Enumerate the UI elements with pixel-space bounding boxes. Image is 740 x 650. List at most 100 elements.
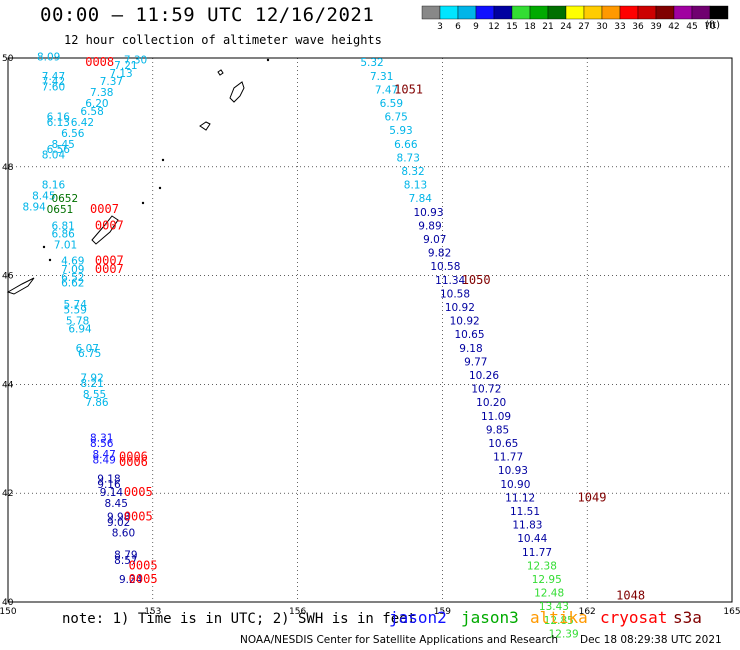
island-outline	[217, 69, 224, 76]
legend-unit: (ft)	[705, 20, 721, 31]
legend-swatch	[547, 5, 567, 20]
legend-label: 9	[473, 22, 479, 32]
lat-tick-label: 44	[2, 380, 14, 390]
swh-label: 0652	[51, 193, 78, 205]
map-subtitle: 12 hour collection of altimeter wave hei…	[64, 33, 382, 47]
island-outline	[199, 121, 211, 131]
island-outline	[91, 215, 119, 245]
legend-swatch	[439, 5, 459, 20]
swh-label: 5.59	[64, 305, 87, 317]
swh-label: 7.84	[409, 193, 433, 205]
lon-tick-label: 153	[144, 607, 161, 617]
swh-label: 6.59	[380, 98, 403, 110]
pass-time-label: 0008	[85, 55, 114, 69]
swh-label: 9.02	[107, 517, 130, 529]
swh-label: 7.47	[375, 84, 398, 96]
island-dot	[141, 201, 145, 205]
swh-label: 9.14	[100, 487, 124, 499]
pass-time-label: 0005	[124, 509, 153, 523]
pass-time-label: 0006	[119, 450, 148, 464]
swh-label: 10.26	[469, 370, 499, 382]
swh-label: 0651	[47, 204, 74, 216]
sat-altika: altika	[530, 608, 588, 627]
pass-time-label: 1049	[578, 490, 607, 504]
swh-label: 7.21	[114, 60, 137, 72]
swh-label: 8.32	[401, 166, 424, 178]
swh-label: 6.16	[47, 112, 71, 124]
swh-label: 7.31	[370, 71, 393, 83]
swh-label: 11.51	[510, 506, 540, 518]
lat-tick-label: 42	[2, 489, 13, 499]
swh-label: 6.56	[47, 144, 71, 156]
swh-label: 6.66	[394, 139, 418, 151]
legend-label: 70	[704, 22, 716, 32]
pass-time-label: 1050	[462, 273, 491, 287]
swh-label: 7.60	[42, 82, 65, 94]
sat-jason3: jason3	[461, 608, 519, 627]
swh-label: 7.37	[100, 76, 123, 88]
swh-label: 11.12	[505, 492, 535, 504]
swh-label: 8.45	[51, 139, 74, 151]
lon-tick-label: 150	[0, 607, 17, 617]
lat-tick-label: 50	[2, 54, 14, 64]
swh-label: 11.83	[512, 520, 542, 532]
legend-swatch	[511, 5, 531, 20]
swh-label: 10.72	[471, 384, 501, 396]
swh-label: 9.77	[464, 356, 487, 368]
swh-label: 12.38	[527, 560, 557, 572]
swh-label: 9.98	[107, 511, 130, 523]
swh-label: 9.18	[459, 343, 482, 355]
swh-label: 8.04	[42, 150, 66, 162]
lon-tick-label: 162	[579, 607, 596, 617]
legend-swatch	[601, 5, 621, 20]
swh-label: 6.94	[68, 324, 92, 336]
pass-time-label: 0005	[124, 485, 153, 499]
island-dot	[48, 258, 52, 262]
legend-swatch	[583, 5, 603, 20]
island-dot	[42, 245, 46, 249]
swh-label: 9.85	[486, 424, 509, 436]
sat-jason2: jason2	[389, 608, 447, 627]
swh-label: 12.39	[549, 628, 579, 640]
pass-time-label: 0007	[95, 254, 124, 268]
swh-label: 7.13	[109, 68, 132, 80]
pass-time-label: 0005	[129, 572, 158, 586]
swh-label: 11.77	[522, 547, 552, 559]
island-outline	[229, 81, 245, 103]
swh-label: 10.65	[454, 329, 484, 341]
swh-label: 8.21	[80, 378, 103, 390]
lat-tick-label: 48	[2, 163, 14, 173]
pass-time-label: 0005	[129, 558, 158, 572]
credit-line: NOAA/NESDIS Center for Satellite Applica…	[240, 634, 558, 646]
island-dot	[266, 58, 270, 62]
timestamp: Dec 18 08:29:38 UTC 2021	[580, 634, 722, 646]
swh-label: 10.93	[413, 207, 443, 219]
swh-label: 12.95	[532, 574, 562, 586]
swh-label: 7.47	[42, 71, 65, 83]
legend-swatch	[655, 5, 675, 20]
lon-tick-label: 165	[723, 607, 740, 617]
legend-swatch	[529, 5, 549, 20]
swh-label: 5.74	[64, 299, 88, 311]
island-outline	[6, 277, 35, 295]
legend-label: 33	[614, 22, 625, 32]
pass-time-label: 0007	[95, 262, 124, 276]
swh-label: 6.81	[51, 220, 74, 232]
swh-label: 9.89	[418, 220, 441, 232]
swh-label: 6.58	[80, 106, 103, 118]
legend-swatch	[619, 5, 639, 20]
swh-label: 9.18	[97, 473, 120, 485]
swh-label: 8.47	[92, 449, 115, 461]
swh-label: 6.52	[61, 272, 84, 284]
map-frame	[7, 57, 733, 603]
legend-swatch	[673, 5, 693, 20]
legend-label: 42	[668, 22, 679, 32]
swh-label: 10.90	[500, 479, 530, 491]
swh-label: 10.44	[517, 533, 547, 545]
pass-time-label: 0007	[95, 218, 124, 232]
legend-label: 45	[686, 22, 697, 32]
swh-label: 6.75	[78, 348, 101, 360]
legend-label: 39	[650, 22, 662, 32]
swh-label: 5.93	[389, 125, 412, 137]
swh-label: 8.57	[114, 555, 137, 567]
